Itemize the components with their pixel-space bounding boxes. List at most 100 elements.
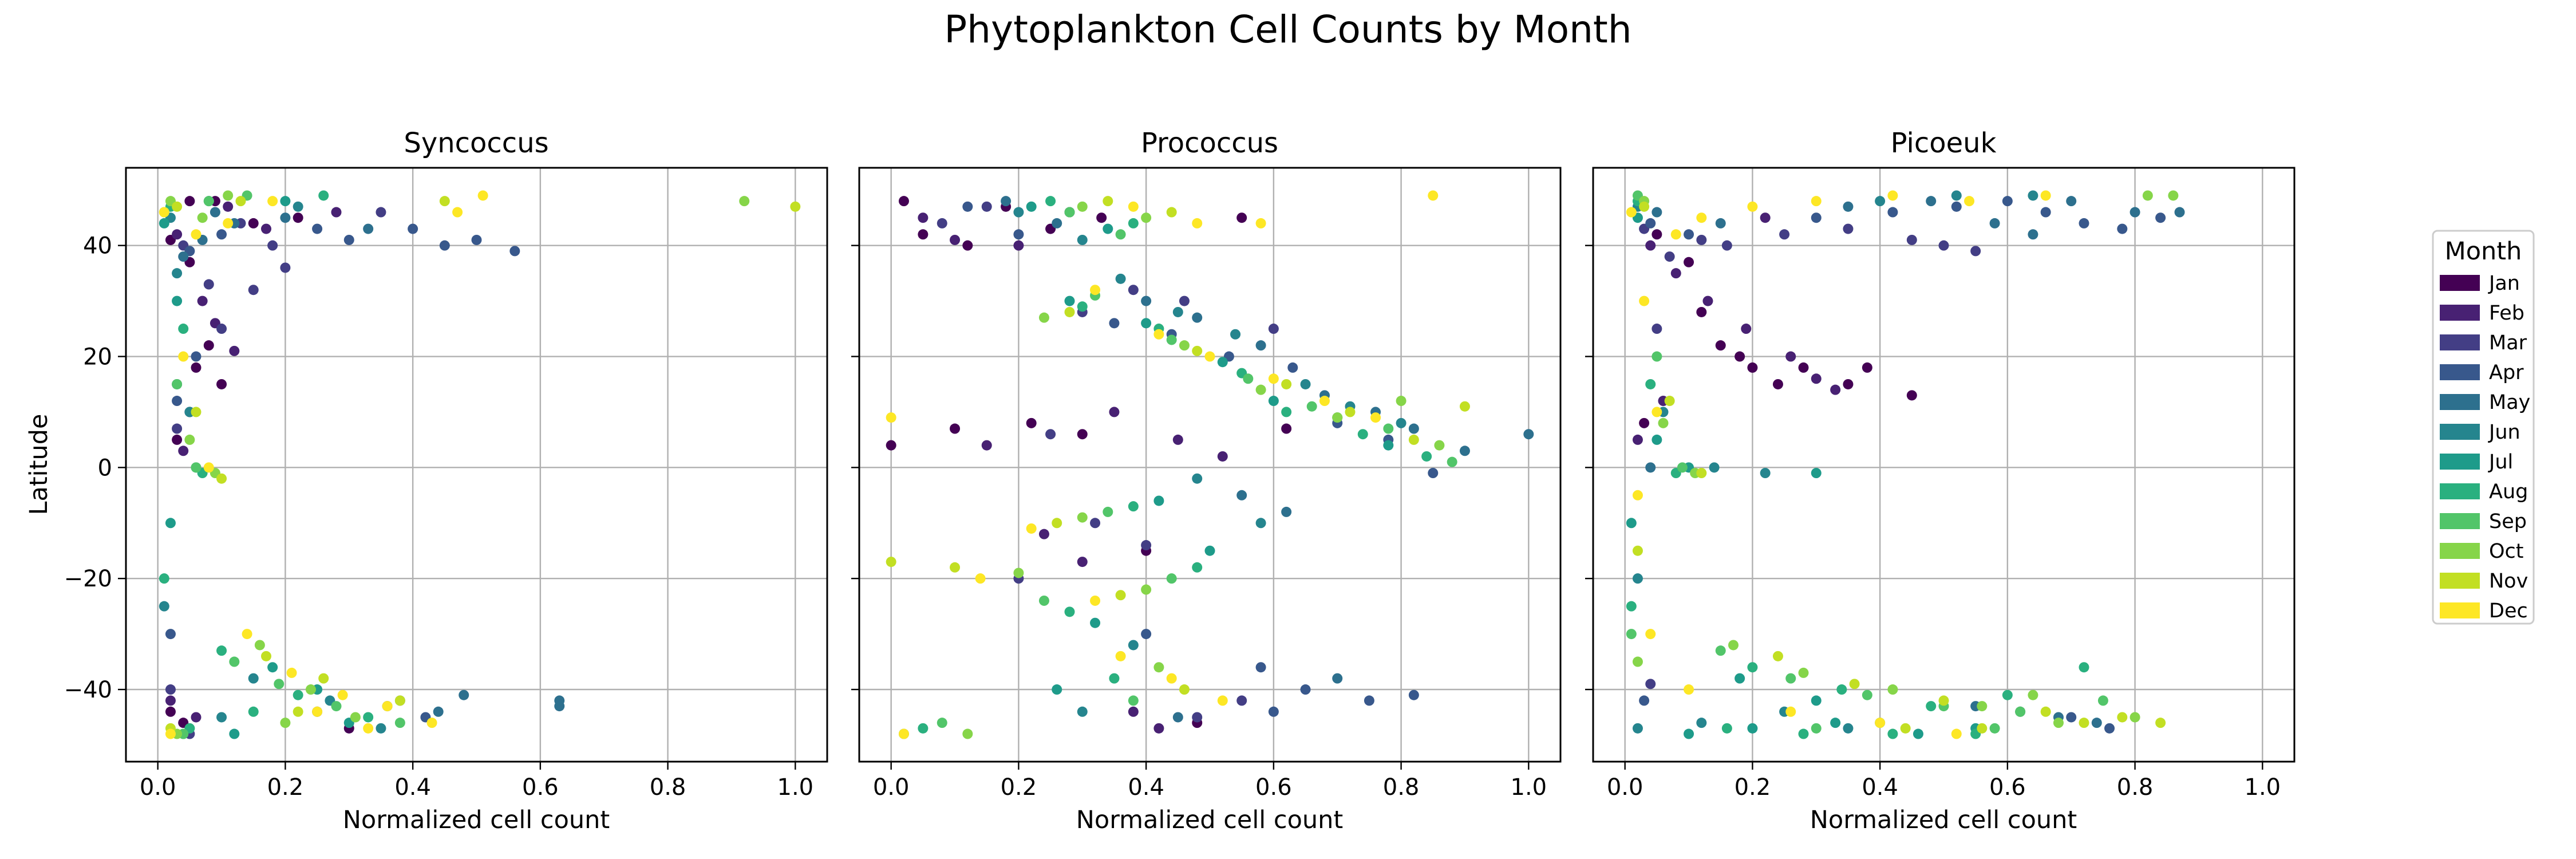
legend-label: Oct: [2489, 540, 2524, 563]
data-point: [305, 684, 316, 695]
data-point: [318, 190, 329, 201]
data-point: [1255, 384, 1266, 395]
data-point: [1658, 417, 1669, 428]
data-point: [1989, 218, 2000, 228]
data-point: [274, 679, 285, 689]
data-point: [1913, 728, 1923, 739]
legend-label: Apr: [2489, 361, 2524, 384]
data-point: [886, 412, 896, 423]
data-point: [1038, 595, 1049, 606]
data-point: [1843, 201, 1854, 212]
data-point: [1096, 212, 1107, 223]
data-point: [439, 240, 450, 251]
data-point: [343, 234, 354, 245]
legend-swatch: [2440, 394, 2480, 410]
data-point: [203, 279, 214, 290]
x-tick-label: 0.8: [650, 774, 686, 801]
data-point: [918, 212, 929, 223]
data-point: [1115, 651, 1126, 661]
legend-label: Dec: [2489, 600, 2528, 622]
data-point: [210, 207, 220, 218]
panel-3-ticks: 0.0 0.2 0.4 0.6 0.8 1.0: [1585, 245, 2281, 801]
data-point: [2053, 718, 2064, 728]
data-point: [248, 285, 259, 295]
data-point: [1632, 656, 1643, 667]
data-point: [1103, 506, 1113, 517]
data-point: [1741, 324, 1752, 334]
legend-swatch: [2440, 454, 2480, 470]
data-point: [280, 262, 291, 273]
series-jun: [1013, 207, 1406, 717]
x-tick-label: 0.6: [1255, 774, 1292, 801]
data-point: [1153, 662, 1164, 673]
data-point: [1192, 218, 1203, 228]
data-point: [1677, 462, 1688, 473]
data-point: [172, 268, 183, 279]
data-point: [1696, 468, 1707, 479]
data-point: [1632, 490, 1643, 501]
x-tick-label: 0.2: [267, 774, 304, 801]
data-point: [1077, 429, 1088, 440]
data-point: [197, 295, 208, 306]
data-point: [1652, 434, 1662, 445]
data-point: [1090, 595, 1101, 606]
data-point: [1077, 706, 1088, 717]
data-point: [216, 645, 227, 656]
legend-label: May: [2489, 391, 2530, 414]
data-point: [1166, 334, 1177, 345]
data-point: [267, 240, 278, 251]
data-point: [172, 201, 183, 212]
data-point: [1639, 417, 1650, 428]
data-point: [229, 345, 240, 356]
panel-2: 0.0 0.2 0.4 0.6 0.8 1.0 Prococcus Normalized …: [851, 127, 1562, 834]
legend-item-aug: Aug: [2440, 480, 2528, 503]
data-point: [376, 207, 386, 218]
x-tick-label: 0.0: [140, 774, 176, 801]
data-point: [1383, 440, 1394, 451]
legend-swatch: [2440, 424, 2480, 440]
data-point: [1728, 640, 1739, 651]
data-point: [1268, 396, 1279, 407]
legend-item-sep: Sep: [2440, 510, 2527, 533]
y-tick-label: −40: [64, 677, 112, 703]
data-point: [191, 229, 202, 240]
data-point: [1875, 718, 1886, 728]
data-point: [1045, 429, 1056, 440]
panel-3-points: [1626, 190, 2185, 739]
data-point: [1255, 340, 1266, 351]
data-point: [1103, 223, 1113, 234]
data-point: [267, 196, 278, 207]
data-point: [293, 201, 303, 212]
series-jan: [886, 196, 1292, 728]
data-point: [1038, 312, 1049, 323]
data-point: [261, 223, 271, 234]
data-point: [1255, 218, 1266, 228]
data-point: [1964, 196, 1975, 207]
data-point: [1684, 229, 1694, 240]
data-point: [1052, 218, 1062, 228]
data-point: [962, 728, 973, 739]
data-point: [1128, 201, 1139, 212]
data-point: [1128, 501, 1139, 512]
data-point: [1747, 201, 1758, 212]
data-point: [1128, 285, 1139, 295]
legend-item-dec: Dec: [2440, 600, 2528, 622]
x-tick-label: 0.4: [1128, 774, 1164, 801]
panel-2-title: Prococcus: [1141, 127, 1278, 159]
series-nov: [886, 196, 1470, 695]
data-point: [962, 240, 973, 251]
data-point: [254, 640, 265, 651]
legend-item-apr: Apr: [2440, 361, 2524, 384]
data-point: [739, 196, 750, 207]
data-point: [1887, 190, 1898, 201]
data-point: [2129, 207, 2140, 218]
data-point: [363, 223, 374, 234]
data-point: [1632, 545, 1643, 556]
data-point: [178, 324, 189, 334]
data-point: [1785, 673, 1796, 684]
data-point: [1153, 329, 1164, 340]
x-tick-label: 0.8: [1383, 774, 1420, 801]
data-point: [363, 712, 374, 723]
data-point: [1779, 229, 1790, 240]
data-point: [1236, 490, 1247, 501]
